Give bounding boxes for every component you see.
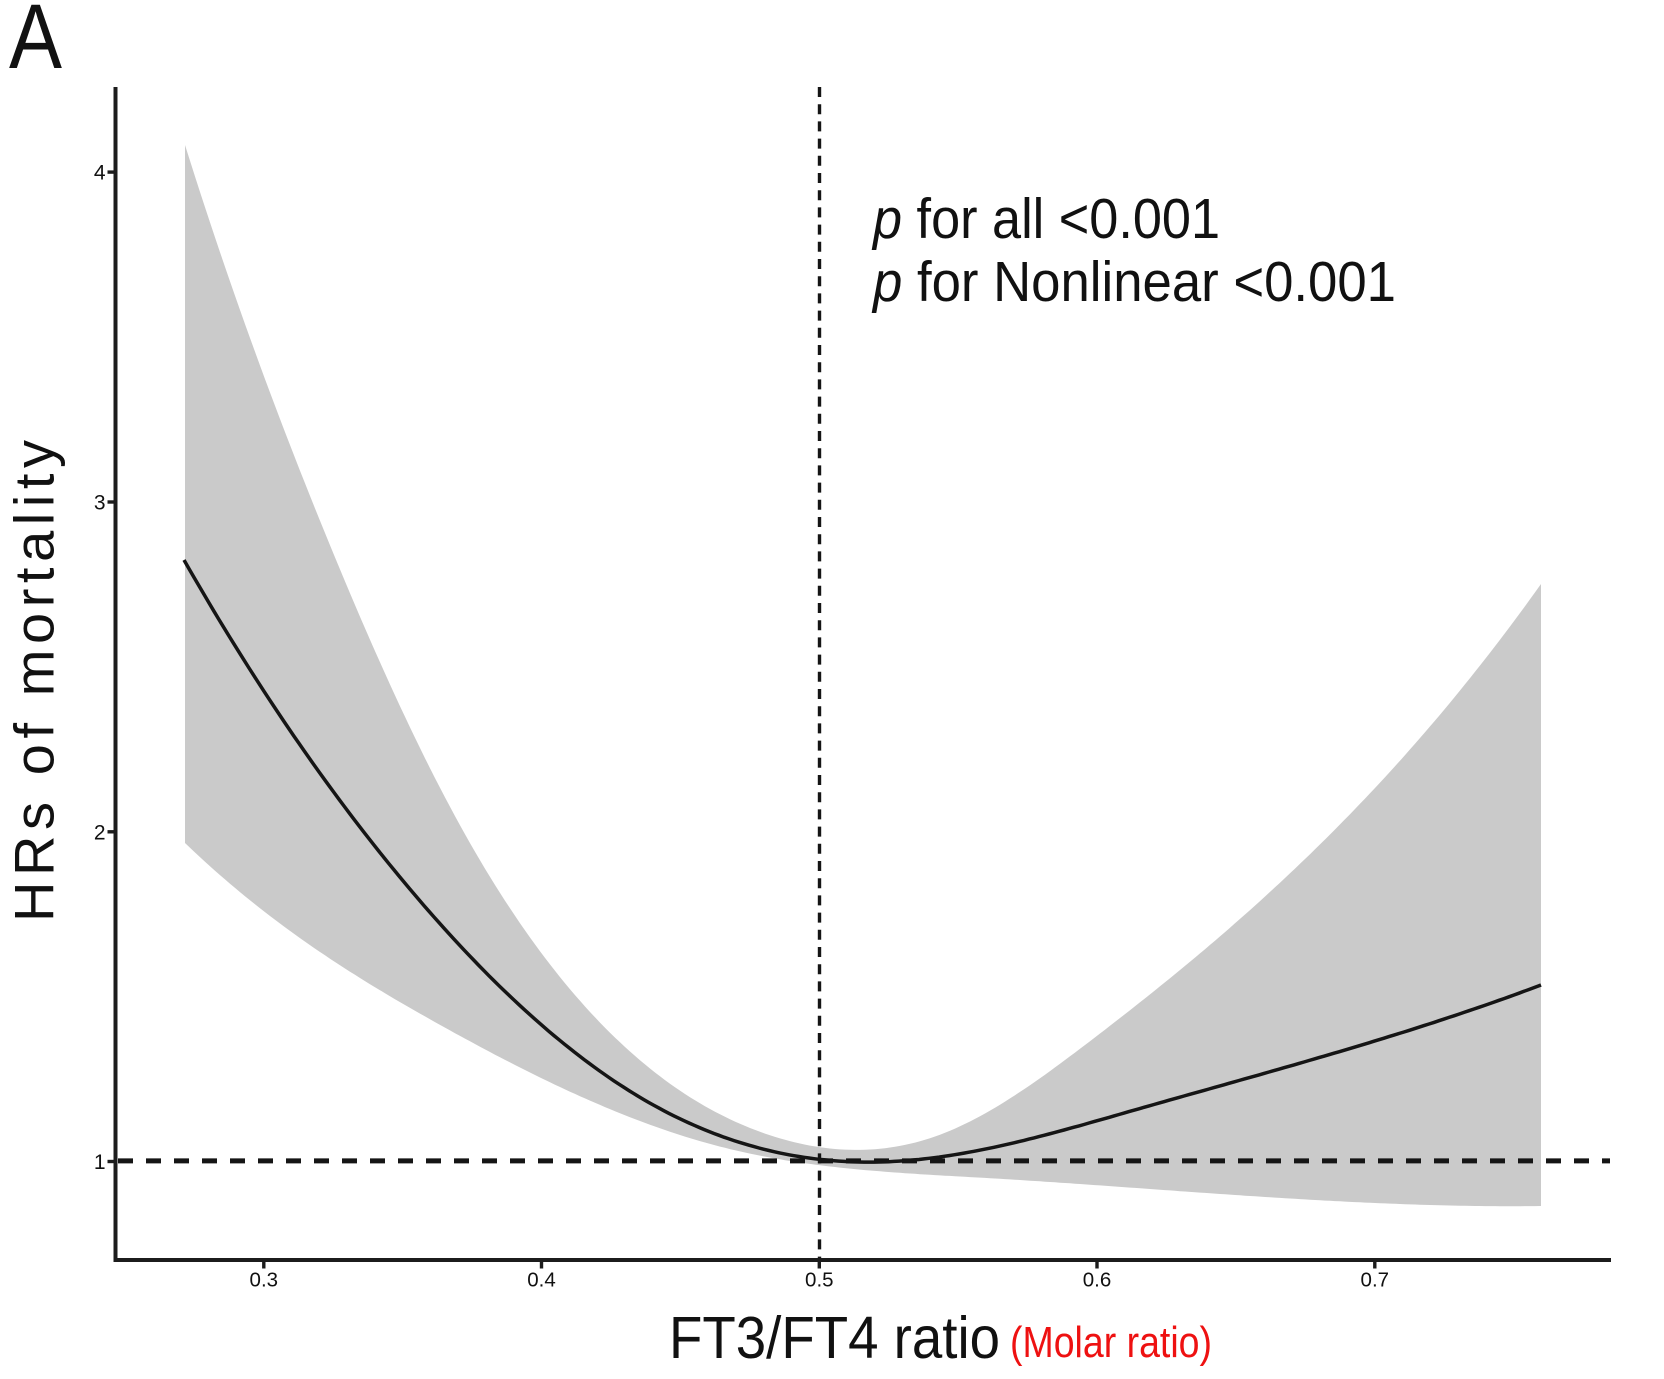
svg-text:0.3: 0.3	[250, 1269, 279, 1292]
svg-text:(Molar ratio): (Molar ratio)	[1010, 1318, 1212, 1367]
svg-text:2: 2	[94, 821, 106, 844]
svg-text:0.7: 0.7	[1361, 1269, 1390, 1292]
svg-text:A: A	[9, 0, 63, 88]
svg-text:FT3/FT4 ratio: FT3/FT4 ratio	[669, 1305, 1000, 1371]
svg-text:HRs of mortality: HRs of mortality	[3, 440, 66, 922]
svg-text:4: 4	[94, 162, 106, 185]
svg-text:0.4: 0.4	[527, 1269, 556, 1292]
svg-text:p for Nonlinear <0.001: p for Nonlinear <0.001	[871, 250, 1396, 314]
svg-text:1: 1	[94, 1151, 106, 1174]
svg-text:3: 3	[94, 492, 106, 515]
svg-text:0.5: 0.5	[805, 1269, 834, 1292]
svg-text:p for all <0.001: p for all <0.001	[871, 187, 1220, 251]
svg-text:0.6: 0.6	[1083, 1269, 1112, 1292]
